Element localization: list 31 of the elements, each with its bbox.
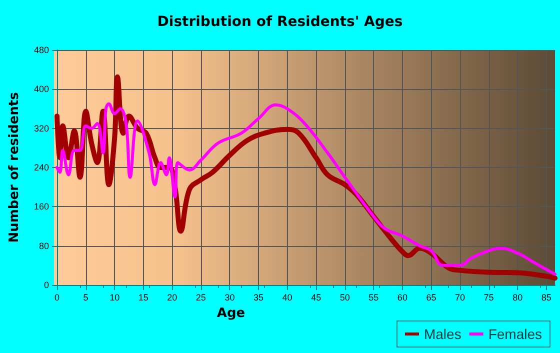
y-tick-label: 400 [34,84,49,94]
x-tick-label: 35 [253,292,264,302]
x-tick-label: 60 [397,292,408,302]
x-tick-label: 20 [167,292,178,302]
x-tick-label: 0 [54,292,60,302]
x-tick-label: 45 [311,292,322,302]
x-tick-label: 80 [512,292,523,302]
x-tick-label: 10 [110,292,120,302]
x-tick-label: 40 [282,292,292,302]
y-tick-label: 80 [38,240,49,251]
y-axis-title: Number of residents [7,92,22,243]
x-tick-label: 5 [83,292,88,302]
legend-label: Males [424,326,462,342]
y-tick-label: 160 [34,202,49,212]
x-tick-label: 25 [196,292,206,302]
x-tick-label: 50 [340,292,350,302]
x-tick-label: 30 [224,292,235,302]
y-tick-label: 0 [44,280,49,290]
y-tick-label: 320 [34,123,49,134]
x-tick-label: 75 [484,292,494,302]
x-tick-label: 65 [426,292,436,302]
x-tick-label: 85 [541,292,552,302]
x-tick-label: 70 [455,292,466,302]
y-tick-label: 480 [34,45,49,55]
line-series [56,102,556,276]
chart-title: Distribution of Residents' Ages [157,14,403,30]
x-tick-label: 55 [368,292,379,302]
legend-label: Females [488,326,542,342]
y-tick-label: 240 [34,162,49,172]
x-axis-title: Age [216,306,246,321]
x-tick-label: 15 [138,292,148,302]
